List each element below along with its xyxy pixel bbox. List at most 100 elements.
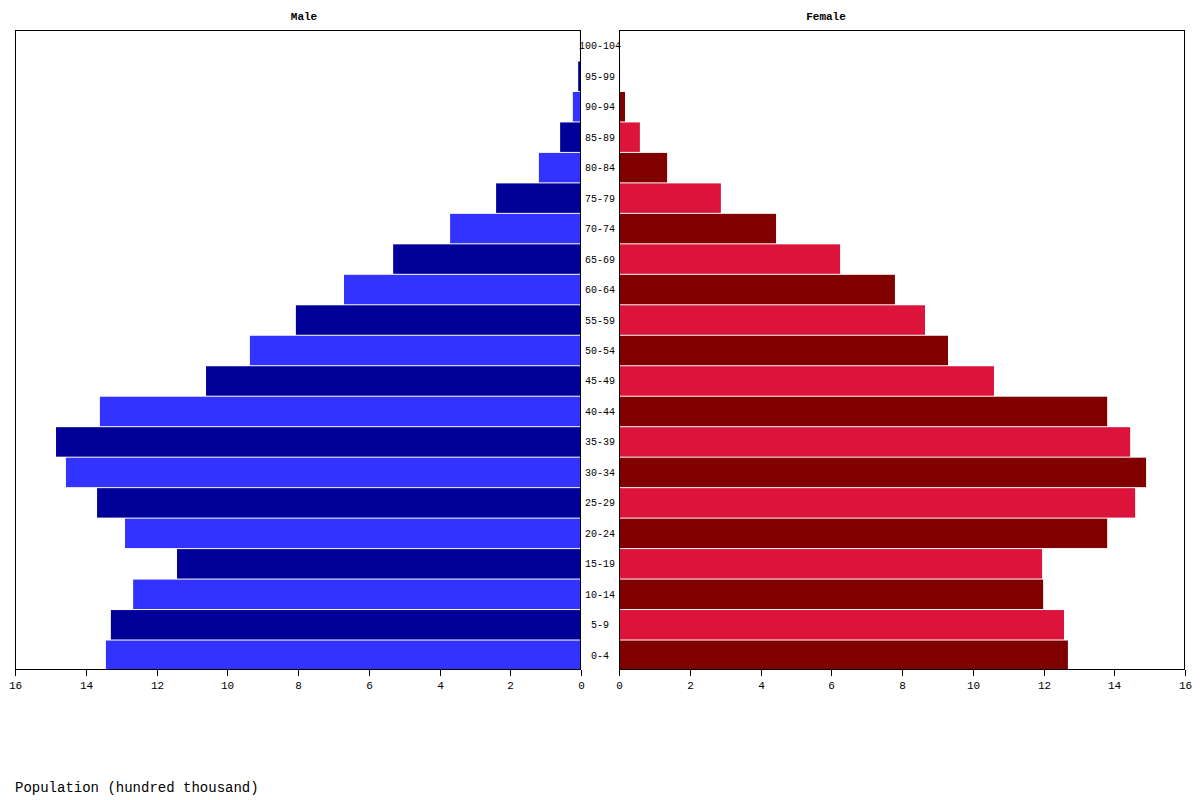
tick [761,670,762,676]
tick [619,670,620,676]
bar [619,427,1130,456]
bar [56,427,581,456]
category-label: 60-64 [585,285,615,296]
tick [440,670,441,676]
bar [619,549,1042,578]
tick [1114,670,1115,676]
bar [393,244,581,273]
bar [619,519,1107,548]
category-label: 80-84 [585,163,615,174]
tick-label: 10 [967,680,980,692]
tick-label: 4 [758,680,765,692]
bar [619,183,721,212]
tick-label: 16 [1179,680,1192,692]
category-label: 25-29 [585,498,615,509]
tick-label: 16 [9,680,22,692]
frame [620,31,1185,670]
bar [496,183,581,212]
tick [157,670,158,676]
tick-label: 8 [295,680,302,692]
tick-label: 14 [80,680,94,692]
tick [510,670,511,676]
category-label: 100-104 [579,41,621,52]
bar [619,214,776,243]
tick-label: 6 [366,680,373,692]
tick [86,670,87,676]
bar [619,122,640,151]
tick-label: 2 [687,680,694,692]
bar [344,275,581,304]
category-label: 30-34 [585,468,615,479]
category-label: 0-4 [591,651,609,662]
category-label: 55-59 [585,316,615,327]
frame [16,31,581,670]
chart: Male 0 2 4 6 8 10 12 14 16 Female 0 2 4 6 8 10 12 14 16 0-4 5… [0,0,1200,800]
bar [619,275,895,304]
tick [581,670,582,676]
bar [619,488,1135,517]
category-label: 40-44 [585,407,615,418]
bar [100,397,581,426]
tick-label: 0 [578,680,585,692]
tick [1185,670,1186,676]
bar [619,153,667,182]
tick-label: 0 [616,680,623,692]
tick [690,670,691,676]
tick-label: 2 [507,680,514,692]
category-label: 5-9 [591,620,609,631]
tick [298,670,299,676]
bar [619,336,948,365]
category-label: 20-24 [585,529,615,540]
bar [450,214,581,243]
bar [619,366,994,395]
tick-label: 10 [221,680,234,692]
tick-label: 12 [1038,680,1051,692]
tick [1044,670,1045,676]
tick-label: 8 [899,680,906,692]
bar [619,397,1107,426]
bar [619,305,925,334]
bar [125,519,581,548]
bar [539,153,581,182]
category-label: 50-54 [585,346,615,357]
bar [619,458,1146,487]
bar [619,580,1043,609]
category-label: 75-79 [585,194,615,205]
bar [619,641,1068,670]
bars [619,31,1146,670]
bar [111,610,581,639]
bars [56,31,581,670]
bar [97,488,581,517]
category-label: 90-94 [585,102,615,113]
category-label: 85-89 [585,133,615,144]
category-label: 15-19 [585,559,615,570]
category-label: 65-69 [585,255,615,266]
bar [133,580,581,609]
category-label: 10-14 [585,590,615,601]
bar [177,549,581,578]
category-label: 70-74 [585,224,615,235]
tick [831,670,832,676]
tick-label: 12 [151,680,164,692]
tick [902,670,903,676]
tick-label: 4 [437,680,444,692]
panel-title: Male [291,11,318,23]
bar [106,641,581,670]
tick-label: 6 [828,680,835,692]
bar [619,610,1064,639]
category-label: 95-99 [585,72,615,83]
bar [206,366,581,395]
category-label: 45-49 [585,376,615,387]
bar [573,92,581,121]
axis-label: Population (hundred thousand) [15,780,259,796]
tick [973,670,974,676]
bar [250,336,581,365]
bar [560,122,581,151]
tick [227,670,228,676]
tick [15,670,16,676]
bar [619,244,840,273]
tick-label: 14 [1108,680,1122,692]
panel-title: Female [806,11,846,23]
tick [369,670,370,676]
bar [296,305,581,334]
